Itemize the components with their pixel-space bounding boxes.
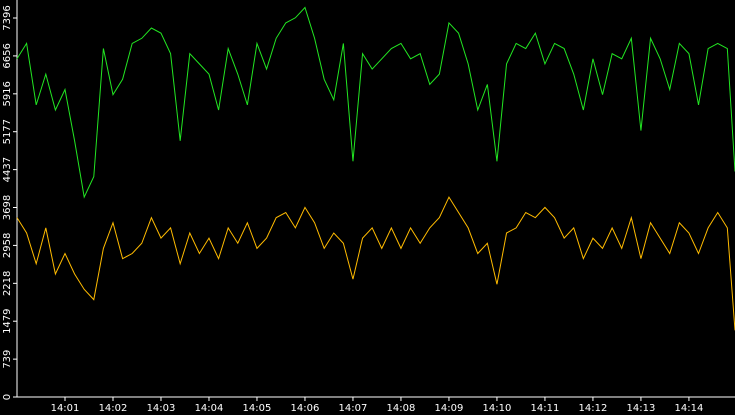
series-line bbox=[16, 6, 735, 199]
x-tick-label: 14:06 bbox=[291, 403, 320, 414]
x-tick-label: 14:12 bbox=[579, 403, 608, 414]
x-tick-label: 14:08 bbox=[387, 403, 416, 414]
y-tick-label: 5177 bbox=[2, 119, 13, 144]
x-tick-label: 14:04 bbox=[195, 403, 224, 414]
y-tick-label: 0 bbox=[2, 394, 13, 400]
x-tick-label: 14:01 bbox=[51, 403, 80, 414]
x-tick-label: 14:03 bbox=[147, 403, 176, 414]
x-tick-label: 14:10 bbox=[483, 403, 512, 414]
x-tick-label: 14:09 bbox=[435, 403, 464, 414]
series-line bbox=[16, 196, 735, 331]
y-tick-label: 3698 bbox=[2, 195, 13, 220]
y-tick-label: 4437 bbox=[2, 157, 13, 182]
x-tick-label: 14:13 bbox=[627, 403, 656, 414]
y-tick-label: 6656 bbox=[2, 43, 13, 68]
x-tick-label: 14:02 bbox=[99, 403, 128, 414]
x-tick-label: 14:07 bbox=[339, 403, 368, 414]
y-tick-label: 2218 bbox=[2, 271, 13, 296]
x-tick-label: 14:05 bbox=[243, 403, 272, 414]
y-tick-label: 739 bbox=[2, 350, 13, 369]
y-tick-label: 7396 bbox=[2, 5, 13, 30]
y-tick-label: 2958 bbox=[2, 233, 13, 258]
x-tick-label: 14:14 bbox=[675, 403, 704, 414]
y-tick-label: 1479 bbox=[2, 308, 13, 333]
y-tick-label: 5916 bbox=[2, 81, 13, 106]
x-tick-label: 14:11 bbox=[531, 403, 560, 414]
